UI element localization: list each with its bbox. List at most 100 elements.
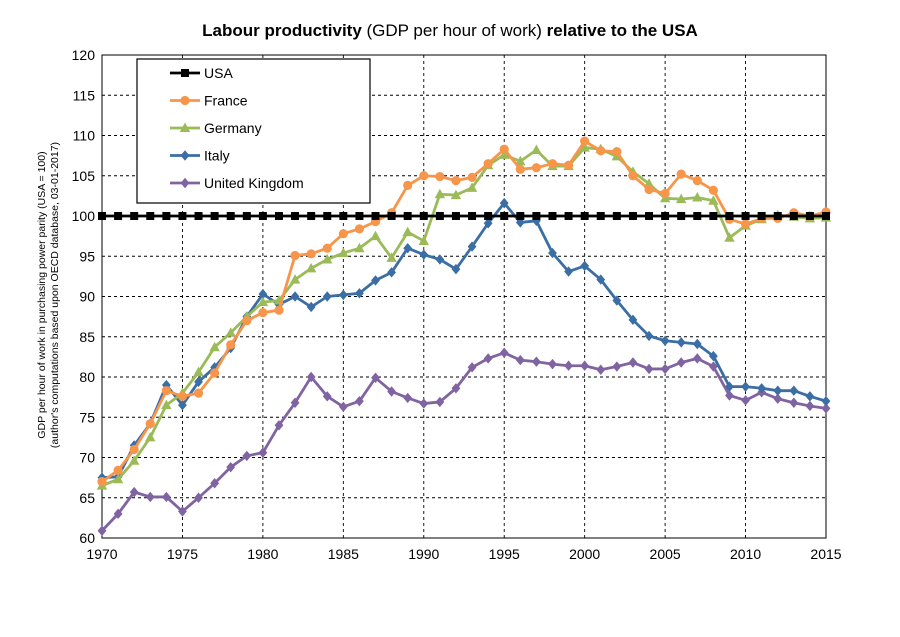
x-tick-label: 1990 <box>408 546 439 562</box>
point-united-kingdom-1986 <box>355 395 364 407</box>
point-france-1983 <box>306 249 316 259</box>
legend-item-usa: USA <box>170 65 233 81</box>
point-united-kingdom-1993 <box>467 362 477 373</box>
y-tick-label: 75 <box>79 409 95 425</box>
point-france-2004 <box>644 184 654 195</box>
point-usa-1988 <box>387 212 396 220</box>
point-italy-1986 <box>355 288 364 299</box>
point-usa-2013 <box>789 212 798 220</box>
point-united-kingdom-1976 <box>194 492 203 503</box>
point-france-1976 <box>193 388 204 398</box>
point-germany-1974 <box>161 399 172 410</box>
point-germany-1988 <box>386 252 397 262</box>
point-united-kingdom-1983 <box>306 371 316 383</box>
x-tick-label: 2005 <box>650 546 681 562</box>
point-germany-1993 <box>466 182 478 192</box>
chart-title-bold-1: Labour productivity <box>202 21 362 40</box>
point-france-1998 <box>547 159 558 169</box>
point-usa-2014 <box>805 212 814 220</box>
point-france-1972 <box>129 444 139 455</box>
point-italy-1982 <box>290 291 300 302</box>
series-germany <box>96 142 832 490</box>
point-united-kingdom-1990 <box>419 398 429 409</box>
point-united-kingdom-1988 <box>387 386 396 397</box>
point-usa-1982 <box>291 212 300 220</box>
point-united-kingdom-2000 <box>580 360 590 371</box>
point-france-1991 <box>435 171 445 182</box>
point-france-1978 <box>226 340 236 350</box>
legend-marker-usa <box>181 69 189 77</box>
point-united-kingdom-2001 <box>596 364 606 375</box>
point-germany-1982 <box>289 274 301 284</box>
point-italy-2009 <box>725 381 734 392</box>
point-usa-2000 <box>580 212 589 220</box>
legend-label-italy: Italy <box>204 148 230 164</box>
point-italy-1990 <box>419 249 429 260</box>
chart-title-bold-2: relative to the USA <box>547 21 698 40</box>
legend-item-italy: Italy <box>170 148 230 164</box>
point-usa-1989 <box>403 212 412 220</box>
point-usa-2002 <box>612 212 621 220</box>
point-france-1977 <box>210 368 220 378</box>
legend-label-germany: Germany <box>204 120 262 136</box>
point-united-kingdom-1970 <box>97 525 107 536</box>
point-united-kingdom-2012 <box>773 393 783 404</box>
point-italy-2003 <box>628 314 638 326</box>
point-france-1971 <box>113 465 123 475</box>
point-germany-2009 <box>724 232 735 242</box>
point-germany-1980 <box>257 296 269 307</box>
point-germany-1991 <box>434 188 446 199</box>
legend: USA France Germany Italy United Kingdom <box>136 58 371 204</box>
point-italy-2012 <box>773 385 783 396</box>
point-germany-1984 <box>322 253 333 264</box>
point-united-kingdom-1984 <box>322 391 332 402</box>
point-united-kingdom-1980 <box>258 447 268 458</box>
point-usa-2011 <box>757 212 766 220</box>
point-italy-1975 <box>178 399 187 411</box>
point-france-2007 <box>692 175 702 186</box>
point-france-1979 <box>242 316 252 326</box>
point-germany-1995 <box>499 149 510 159</box>
point-usa-1971 <box>114 212 123 220</box>
point-united-kingdom-2003 <box>628 357 638 368</box>
legend-item-united-kingdom: United Kingdom <box>170 175 304 191</box>
point-united-kingdom-1987 <box>371 372 380 384</box>
point-usa-1976 <box>194 212 203 220</box>
point-germany-1973 <box>145 431 156 442</box>
x-tick-label: 1975 <box>167 546 198 562</box>
point-italy-2014 <box>805 391 815 402</box>
point-usa-1995 <box>500 212 509 220</box>
point-france-1980 <box>258 308 268 318</box>
point-usa-1998 <box>548 212 557 220</box>
point-france-1984 <box>322 243 332 253</box>
point-france-1992 <box>451 175 461 186</box>
point-italy-2001 <box>596 274 606 285</box>
point-united-kingdom-2006 <box>676 357 686 368</box>
point-usa-1987 <box>371 212 380 220</box>
chart-title-normal: (GDP per hour of work) <box>362 21 547 40</box>
point-italy-1985 <box>338 289 348 301</box>
point-italy-2011 <box>757 383 767 394</box>
legend-marker-france <box>180 95 190 106</box>
legend-label-france: France <box>204 93 248 109</box>
x-tick-label: 2015 <box>810 546 841 562</box>
y-tick-label: 85 <box>79 329 95 345</box>
point-united-kingdom-1995 <box>499 347 509 359</box>
point-usa-2007 <box>693 212 702 220</box>
point-usa-2009 <box>725 212 734 220</box>
legend-marker-united-kingdom <box>180 177 190 189</box>
point-usa-1993 <box>468 212 477 220</box>
series-france <box>97 136 831 487</box>
point-italy-1976 <box>194 376 203 388</box>
point-france-1985 <box>338 229 348 239</box>
point-germany-1985 <box>338 247 349 258</box>
point-italy-1987 <box>371 275 380 286</box>
point-usa-2003 <box>628 212 637 220</box>
point-france-2000 <box>580 136 590 146</box>
point-france-1986 <box>354 224 365 234</box>
point-italy-2010 <box>741 381 750 392</box>
point-italy-1998 <box>548 247 557 259</box>
point-usa-1977 <box>210 212 219 220</box>
point-france-1999 <box>563 160 574 170</box>
point-italy-1995 <box>499 197 509 209</box>
